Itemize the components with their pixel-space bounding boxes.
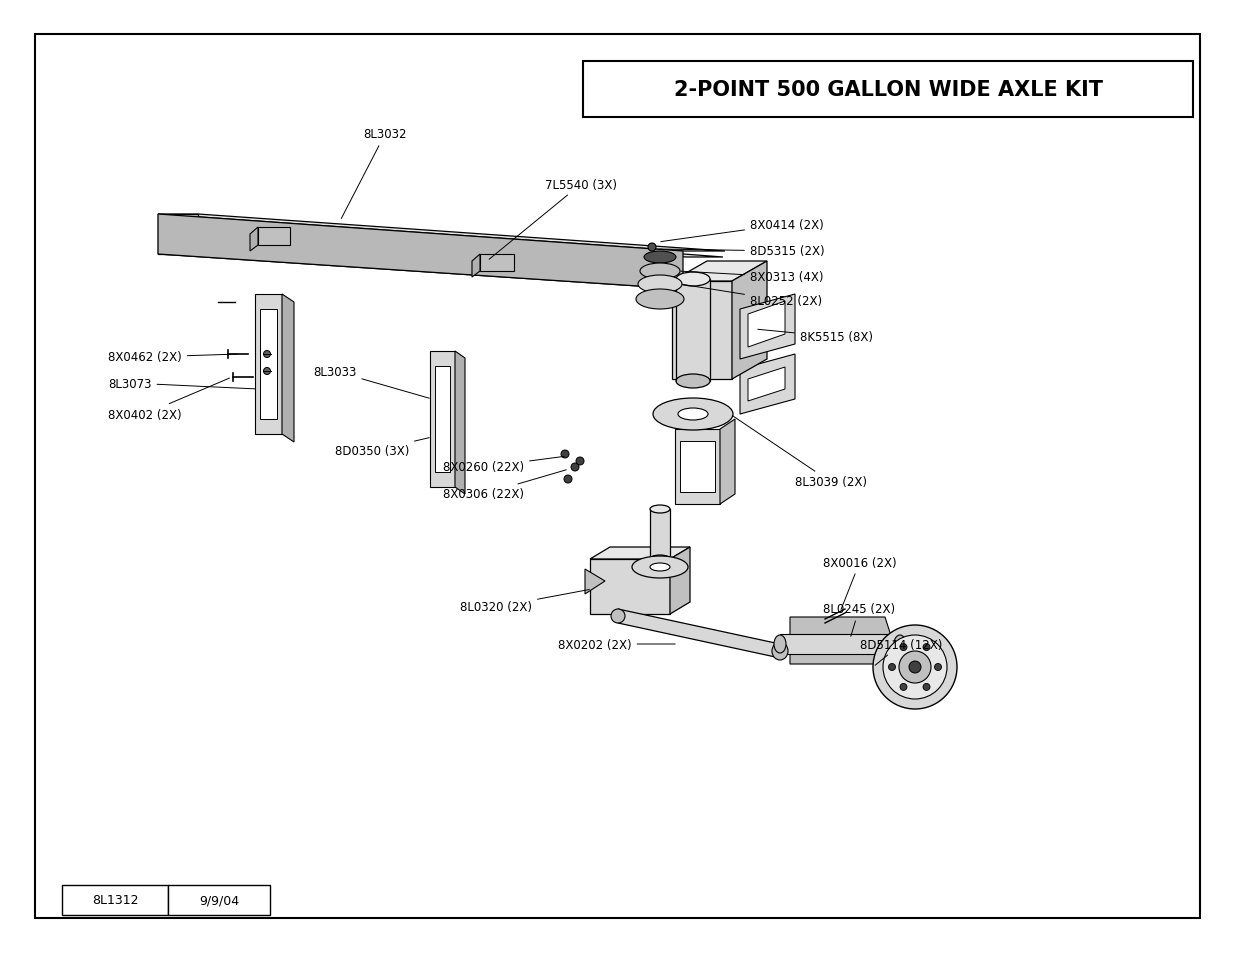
Circle shape — [900, 644, 906, 651]
Polygon shape — [740, 294, 795, 359]
Polygon shape — [282, 294, 294, 442]
Polygon shape — [158, 214, 725, 252]
Circle shape — [888, 664, 895, 671]
Ellipse shape — [774, 636, 785, 654]
Text: 8D0350 (3X): 8D0350 (3X) — [335, 438, 430, 458]
Polygon shape — [435, 367, 450, 473]
Ellipse shape — [632, 557, 688, 578]
Polygon shape — [720, 419, 735, 504]
Polygon shape — [158, 214, 198, 254]
Text: 8X0402 (2X): 8X0402 (2X) — [107, 378, 230, 421]
Ellipse shape — [678, 409, 708, 420]
Ellipse shape — [676, 273, 710, 287]
Polygon shape — [158, 214, 683, 290]
Polygon shape — [671, 547, 690, 615]
Bar — [62, 885, 168, 915]
Polygon shape — [676, 430, 720, 504]
Circle shape — [564, 476, 572, 483]
Text: 8L3032: 8L3032 — [341, 129, 406, 219]
Circle shape — [576, 457, 584, 465]
Text: 8L0245 (2X): 8L0245 (2X) — [823, 603, 895, 637]
Polygon shape — [732, 262, 767, 379]
Text: 8L3033: 8L3033 — [312, 365, 430, 398]
Polygon shape — [480, 254, 514, 272]
Text: 8X0016 (2X): 8X0016 (2X) — [823, 556, 897, 610]
Circle shape — [923, 644, 930, 651]
Ellipse shape — [640, 264, 680, 280]
Text: 8X0260 (22X): 8X0260 (22X) — [443, 456, 564, 474]
Ellipse shape — [650, 505, 671, 514]
Polygon shape — [472, 254, 480, 277]
Text: 8L0252 (2X): 8L0252 (2X) — [683, 285, 823, 308]
Polygon shape — [781, 635, 900, 655]
Text: 8L3039 (2X): 8L3039 (2X) — [732, 416, 867, 489]
Polygon shape — [590, 559, 671, 615]
Polygon shape — [258, 228, 290, 246]
Polygon shape — [585, 569, 605, 595]
Ellipse shape — [638, 275, 682, 294]
Text: 8D5114 (12X): 8D5114 (12X) — [860, 638, 942, 665]
Text: 7L5540 (3X): 7L5540 (3X) — [489, 178, 618, 260]
Circle shape — [561, 451, 569, 458]
Text: 2-POINT 500 GALLON WIDE AXLE KIT: 2-POINT 500 GALLON WIDE AXLE KIT — [673, 80, 1103, 100]
Circle shape — [935, 664, 941, 671]
Text: 8X0202 (2X): 8X0202 (2X) — [558, 638, 676, 651]
Text: 8X0462 (2X): 8X0462 (2X) — [107, 351, 237, 364]
Ellipse shape — [676, 375, 710, 389]
Ellipse shape — [650, 563, 671, 572]
Polygon shape — [680, 441, 715, 493]
Ellipse shape — [653, 398, 734, 431]
Text: 8X0414 (2X): 8X0414 (2X) — [661, 218, 824, 242]
Ellipse shape — [650, 556, 671, 563]
Circle shape — [909, 661, 921, 673]
Polygon shape — [158, 254, 725, 290]
Circle shape — [900, 683, 906, 691]
Text: 8L0320 (2X): 8L0320 (2X) — [459, 590, 589, 614]
Polygon shape — [672, 262, 767, 282]
Circle shape — [263, 351, 270, 358]
Polygon shape — [790, 618, 900, 664]
Polygon shape — [748, 302, 785, 348]
Polygon shape — [249, 228, 258, 252]
Bar — [583, 62, 1193, 118]
Polygon shape — [672, 282, 732, 379]
Bar — [168, 885, 270, 915]
Polygon shape — [261, 310, 277, 419]
Circle shape — [899, 651, 931, 683]
Polygon shape — [590, 547, 690, 559]
Text: 8L1312: 8L1312 — [91, 894, 138, 906]
Ellipse shape — [772, 642, 788, 660]
Text: 9/9/04: 9/9/04 — [199, 894, 240, 906]
Circle shape — [923, 683, 930, 691]
Circle shape — [883, 636, 947, 700]
Circle shape — [648, 244, 656, 252]
Polygon shape — [430, 352, 454, 488]
Text: 8D5315 (2X): 8D5315 (2X) — [659, 245, 825, 258]
Polygon shape — [748, 368, 785, 401]
Polygon shape — [650, 510, 671, 559]
Polygon shape — [618, 609, 781, 659]
Polygon shape — [740, 355, 795, 415]
Text: 8X0306 (22X): 8X0306 (22X) — [443, 470, 567, 501]
Text: 8L3073: 8L3073 — [107, 377, 256, 390]
Text: 8K5515 (8X): 8K5515 (8X) — [758, 330, 873, 344]
Polygon shape — [454, 352, 466, 495]
Ellipse shape — [611, 609, 625, 623]
Circle shape — [571, 463, 579, 472]
Ellipse shape — [636, 290, 684, 310]
Polygon shape — [254, 294, 282, 435]
Polygon shape — [676, 280, 710, 381]
Polygon shape — [158, 218, 722, 257]
Circle shape — [873, 625, 957, 709]
Circle shape — [263, 368, 270, 375]
Ellipse shape — [894, 636, 906, 654]
Ellipse shape — [643, 252, 676, 264]
Text: 8X0313 (4X): 8X0313 (4X) — [680, 272, 824, 284]
